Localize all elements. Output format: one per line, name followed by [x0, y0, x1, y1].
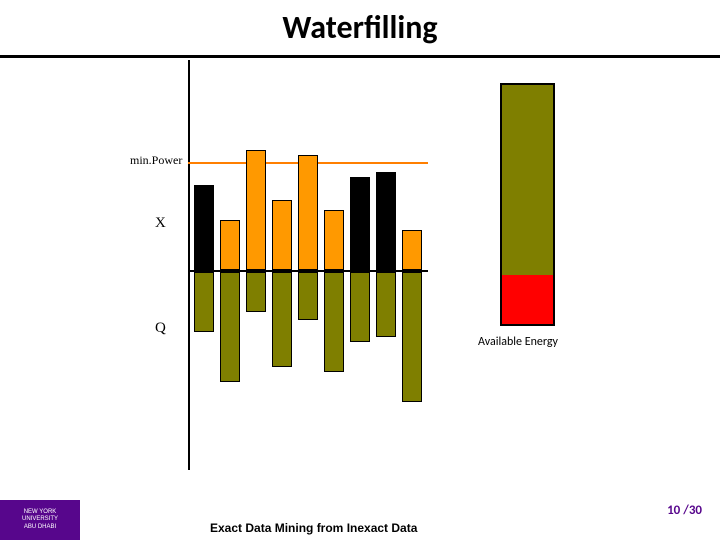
bottom-bar: [402, 272, 422, 402]
logo-line: ABU DHABI: [24, 524, 56, 531]
top-bar: [376, 172, 396, 270]
top-bar: [350, 177, 370, 270]
top-bar: [246, 150, 266, 270]
energy-used-fill: [502, 85, 553, 275]
waterfilling-diagram: min.Power X Q: [130, 60, 410, 470]
bottom-bar: [298, 272, 318, 320]
top-bar: [402, 230, 422, 270]
minpower-label: min.Power: [130, 153, 182, 168]
slide-title: Waterfilling: [0, 8, 720, 47]
bottom-bar: [194, 272, 214, 332]
bottom-bar: [220, 272, 240, 382]
page-number: 10 /30: [667, 503, 702, 518]
bottom-bar: [246, 272, 266, 312]
q-label: Q: [155, 320, 166, 337]
logo-line: UNIVERSITY: [22, 516, 58, 523]
x-label: X: [155, 215, 166, 232]
top-bar: [194, 185, 214, 270]
top-bar: [220, 220, 240, 270]
energy-tank: [500, 83, 555, 326]
footer: NEW YORK UNIVERSITY ABU DHABI Exact Data…: [0, 490, 720, 540]
title-bar: Waterfilling: [0, 0, 720, 58]
top-bar: [272, 200, 292, 270]
footer-talk-title: Exact Data Mining from Inexact Data: [210, 521, 440, 535]
bottom-bar: [324, 272, 344, 372]
logo-line: NEW YORK: [24, 509, 57, 516]
available-energy-label: Available Energy: [478, 335, 558, 349]
y-axis: [188, 60, 190, 470]
nyu-logo: NEW YORK UNIVERSITY ABU DHABI: [0, 500, 80, 540]
bottom-bar: [376, 272, 396, 337]
bottom-bar: [350, 272, 370, 342]
top-bar: [324, 210, 344, 270]
bottom-bar: [272, 272, 292, 367]
top-bar: [298, 155, 318, 270]
energy-remaining-fill: [502, 275, 553, 324]
